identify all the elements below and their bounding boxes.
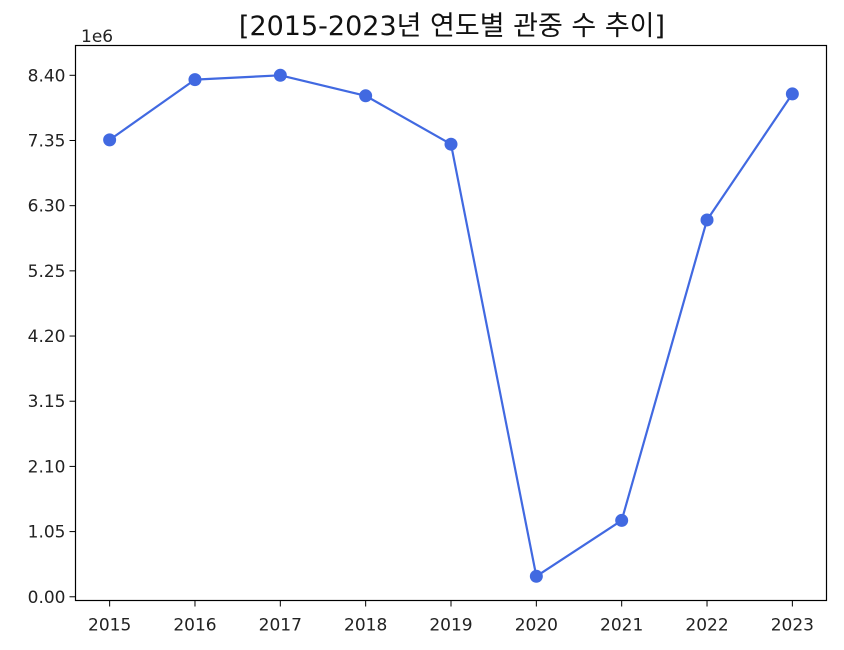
- y-tick-label: 8.40: [28, 66, 66, 86]
- y-tick-label: 7.35: [28, 131, 66, 151]
- x-axis: 2015 2016 2017 2018 2019 2020 2021 2022 2023: [88, 600, 814, 636]
- x-tick-label: 2022: [685, 616, 728, 636]
- y-axis: 0.00 1.05 2.10 3.15 4.20 5.25 6.30 7.35 8.40: [28, 66, 76, 608]
- x-tick-label: 2023: [771, 616, 814, 636]
- x-tick-label: 2017: [259, 616, 302, 636]
- y-tick-label: 6.30: [28, 197, 66, 217]
- y-tick-label: 0.00: [28, 588, 66, 608]
- plot-area-frame: [74, 44, 828, 602]
- x-tick-label: 2019: [429, 616, 472, 636]
- data-point: [529, 569, 543, 583]
- y-tick-label: 1.05: [28, 523, 66, 543]
- y-tick-label: 4.20: [28, 327, 66, 347]
- data-point: [615, 513, 629, 527]
- data-point: [188, 73, 202, 87]
- data-point: [444, 137, 458, 151]
- data-point: [785, 87, 799, 101]
- data-point: [103, 133, 117, 147]
- y-tick-label: 5.25: [28, 262, 66, 282]
- x-tick-label: 2021: [600, 616, 643, 636]
- x-tick-label: 2018: [344, 616, 387, 636]
- x-tick-label: 2015: [88, 616, 131, 636]
- chart-title: [2015-2023년 연도별 관중 수 추이]: [239, 11, 665, 42]
- y-tick-label: 2.10: [28, 457, 66, 477]
- series-layer: [103, 68, 799, 583]
- x-tick-label: 2016: [173, 616, 216, 636]
- y-tick-label: 3.15: [28, 392, 66, 412]
- data-point: [700, 213, 714, 227]
- data-point: [359, 89, 373, 103]
- y-axis-scale-label: 1e6: [81, 27, 113, 47]
- data-point: [273, 68, 287, 82]
- x-tick-label: 2020: [515, 616, 558, 636]
